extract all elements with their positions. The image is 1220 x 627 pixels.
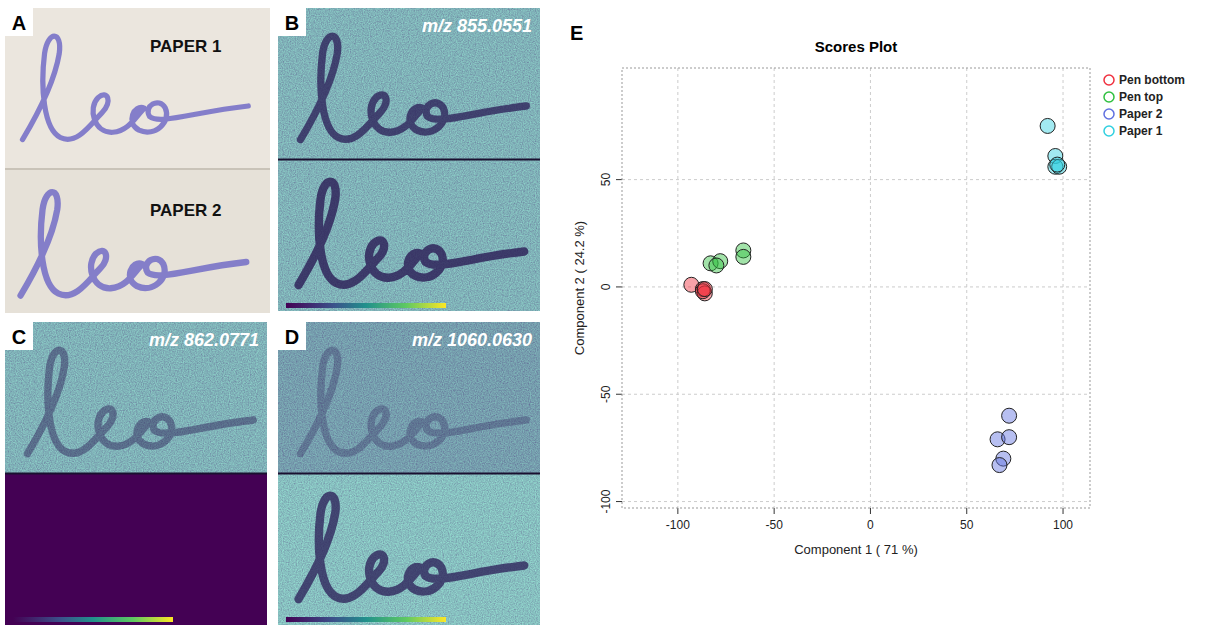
- panel-ms: m/z 862.0771 C: [5, 322, 267, 625]
- mz-label: m/z 1060.0630: [412, 330, 532, 350]
- legend-swatch: [1104, 126, 1114, 136]
- panel-letter: E: [570, 22, 583, 44]
- handwriting: [28, 350, 254, 453]
- grid-line: [870, 68, 871, 508]
- tick: [616, 286, 622, 287]
- letter-box: [278, 322, 306, 350]
- point: [992, 458, 1007, 473]
- paper-label: PAPER 1: [150, 37, 222, 56]
- chart-title: Scores Plot: [815, 38, 898, 55]
- separator: [5, 473, 267, 475]
- tick-label: 50: [960, 518, 974, 532]
- tick-label: -100: [666, 518, 690, 532]
- tick-label: -50: [765, 518, 783, 532]
- figure: PAPER 1 PAPER 2 Am/z 855.0551 Bm/z 862.0771…: [0, 0, 1220, 627]
- grid-line: [966, 68, 967, 508]
- ms-image-top: [5, 322, 267, 474]
- mz-label: m/z 855.0551: [422, 16, 532, 36]
- legend: Pen bottom Pen top Paper 2 Paper 1: [1104, 73, 1185, 138]
- legend-swatch: [1104, 75, 1114, 85]
- handwriting: [21, 192, 247, 295]
- tick-label: 100: [1053, 518, 1073, 532]
- point: [697, 282, 712, 297]
- separator: [278, 159, 540, 161]
- legend-swatch: [1104, 109, 1114, 119]
- letter-box: [278, 8, 306, 36]
- letter-box: [5, 322, 33, 350]
- legend-label: Paper 2: [1119, 107, 1163, 121]
- ms-image-top: [278, 322, 540, 474]
- points: [684, 118, 1067, 472]
- point: [1050, 157, 1065, 172]
- panel-a: PAPER 1 PAPER 2 A: [5, 8, 270, 313]
- tick-label: 0: [599, 283, 613, 290]
- point: [1040, 118, 1055, 133]
- grid-line: [622, 394, 1090, 395]
- panel-letter: D: [285, 326, 299, 348]
- point: [1002, 408, 1017, 423]
- tick-label: -100: [599, 489, 613, 513]
- legend-label: Pen bottom: [1119, 73, 1185, 87]
- ms-image-bottom: [5, 474, 267, 626]
- grid-line: [677, 68, 678, 508]
- handwriting: [299, 496, 525, 599]
- panel-ms: m/z 855.0551 B: [278, 8, 540, 311]
- tick: [774, 508, 775, 514]
- tick: [870, 508, 871, 514]
- handwriting: [301, 36, 527, 139]
- point: [1002, 430, 1017, 445]
- tick-label: 0: [867, 518, 874, 532]
- paper-edge: [5, 168, 270, 170]
- color-bar: [13, 617, 173, 622]
- tick: [966, 508, 967, 514]
- point: [736, 249, 751, 264]
- ms-image-top: [278, 8, 540, 160]
- handwriting: [301, 350, 527, 453]
- paper-label: PAPER 2: [150, 201, 222, 220]
- letter-box: [5, 8, 33, 36]
- legend-swatch: [1104, 92, 1114, 102]
- separator: [278, 473, 540, 475]
- tick-label: -50: [599, 385, 613, 403]
- grid-line: [1063, 68, 1064, 508]
- grid-line: [774, 68, 775, 508]
- legend-label: Pen top: [1119, 90, 1163, 104]
- grid-line: [622, 179, 1090, 180]
- handwriting: [299, 182, 525, 285]
- axis-title: Component 1 ( 71 %): [794, 542, 918, 557]
- tick: [677, 508, 678, 514]
- plot-frame: [622, 68, 1090, 508]
- photo-lower: [5, 169, 270, 313]
- photo: [5, 8, 270, 313]
- ms-image-bottom: [278, 474, 540, 626]
- scatter-chart: E Scores Plot -100 -50 0 50 100 -100 -50 0 50 Compo…: [570, 22, 1185, 557]
- tick-label: 50: [599, 173, 613, 187]
- point: [709, 258, 724, 273]
- mz-label: m/z 862.0771: [149, 330, 259, 350]
- color-bar: [286, 303, 446, 308]
- grid-line: [622, 501, 1090, 502]
- handwriting: [23, 36, 249, 139]
- legend-label: Paper 1: [1119, 124, 1163, 138]
- ms-image-bottom: [278, 160, 540, 312]
- color-bar: [286, 617, 446, 622]
- tick: [616, 179, 622, 180]
- panel-letter: B: [285, 12, 299, 34]
- tick: [616, 394, 622, 395]
- panel-letter: A: [12, 12, 26, 34]
- tick: [616, 501, 622, 502]
- tick: [1063, 508, 1064, 514]
- axis-title: Component 2 ( 24.2 %): [572, 221, 587, 355]
- panel-ms: m/z 1060.0630 D: [278, 322, 540, 625]
- panel-letter: C: [12, 326, 26, 348]
